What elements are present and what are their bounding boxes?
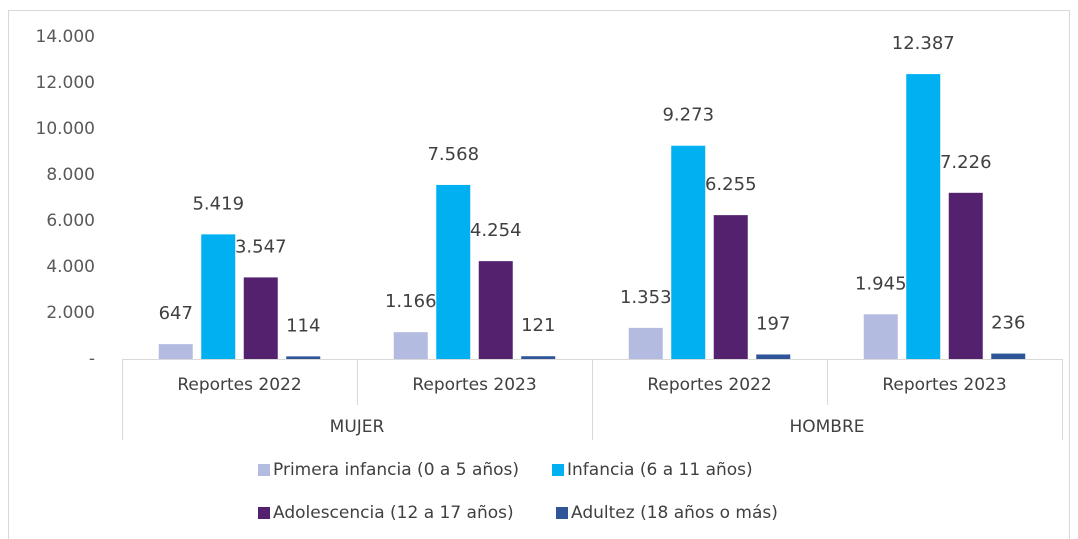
value-label: 1.945 (855, 273, 907, 294)
y-tick-label: - (89, 349, 95, 369)
value-label: 3.547 (235, 236, 287, 257)
value-label: 5.419 (192, 193, 244, 214)
bar (478, 261, 513, 359)
value-label: 236 (991, 313, 1025, 334)
legend-label: Primera infancia (0 a 5 años) (273, 460, 519, 480)
bar (713, 215, 748, 359)
value-label: 7.568 (427, 144, 479, 165)
bar (906, 74, 941, 359)
bar (286, 356, 321, 359)
value-label: 647 (159, 303, 193, 324)
value-label: 4.254 (470, 220, 522, 241)
y-tick-label: 8.000 (46, 165, 95, 185)
y-tick-label: 6.000 (46, 211, 95, 231)
legend-swatch (258, 507, 270, 519)
bar (671, 145, 706, 359)
bar (991, 353, 1026, 359)
legend-swatch (258, 464, 270, 476)
y-tick-label: 2.000 (46, 303, 95, 323)
group-label: HOMBRE (789, 417, 864, 437)
bar (436, 184, 471, 359)
value-label: 7.226 (940, 152, 992, 173)
bar (158, 344, 193, 359)
chart-frame (8, 10, 1070, 539)
bar (201, 234, 236, 359)
legend-swatch (556, 507, 568, 519)
bar (628, 327, 663, 359)
bar (521, 356, 556, 359)
y-tick-label: 14.000 (36, 27, 95, 47)
value-label: 12.387 (892, 33, 955, 54)
bar (756, 354, 791, 359)
value-label: 1.353 (620, 287, 672, 308)
y-tick-label: 4.000 (46, 257, 95, 277)
bar (393, 332, 428, 359)
x-tick-label: Reportes 2022 (647, 375, 771, 395)
value-label: 121 (521, 315, 555, 336)
legend-label: Adolescencia (12 a 17 años) (273, 503, 514, 523)
legend-swatch (552, 464, 564, 476)
group-label: MUJER (330, 417, 385, 437)
value-label: 1.166 (385, 291, 437, 312)
x-tick-label: Reportes 2023 (882, 375, 1006, 395)
value-label: 197 (756, 313, 790, 334)
x-tick-label: Reportes 2023 (412, 375, 536, 395)
value-label: 9.273 (662, 105, 714, 126)
bar (243, 277, 278, 359)
value-label: 6.255 (705, 174, 757, 195)
legend-label: Infancia (6 a 11 años) (567, 460, 753, 480)
bar (863, 314, 898, 359)
x-tick-label: Reportes 2022 (177, 375, 301, 395)
y-tick-label: 10.000 (36, 119, 95, 139)
legend-label: Adultez (18 años o más) (571, 503, 778, 523)
y-tick-label: 12.000 (36, 73, 95, 93)
value-label: 114 (286, 315, 320, 336)
bar (948, 192, 983, 359)
